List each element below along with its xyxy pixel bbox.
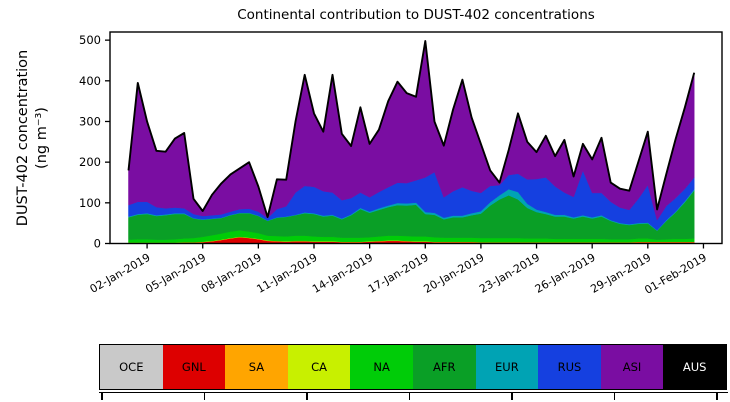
- sub-axis-tick: [203, 393, 206, 400]
- x-tick-label: 01-Feb-2019: [642, 251, 709, 297]
- x-tick-label: 08-Jan-2019: [199, 251, 264, 296]
- legend-label: RUS: [557, 360, 582, 374]
- legend-item-RUS: RUS: [538, 345, 601, 389]
- sub-axis-tick: [613, 393, 616, 400]
- sub-axis-tick: [101, 393, 103, 400]
- legend-item-OCE: OCE: [100, 345, 163, 389]
- total-line: [127, 40, 696, 219]
- sub-axis-tick: [408, 393, 411, 400]
- legend-label: SA: [248, 360, 265, 374]
- legend-item-EUR: EUR: [475, 345, 539, 389]
- legend-item-AFR: AFR: [412, 345, 476, 389]
- x-tick-label: 02-Jan-2019: [88, 251, 153, 296]
- legend-label: NA: [373, 360, 390, 374]
- continent-legend: OCE GNL SA CA NA AFR EUR RUS ASI AUS: [99, 344, 727, 390]
- x-tick-label: 23-Jan-2019: [477, 251, 542, 296]
- legend-label: CA: [311, 360, 328, 374]
- legend-item-AUS: AUS: [663, 345, 726, 389]
- axes-frame: [109, 31, 723, 245]
- y-tick-label: 200: [79, 155, 101, 169]
- legend-item-ASI: ASI: [600, 345, 664, 389]
- sub-axis-tick: [306, 393, 308, 400]
- x-tick-label: 11-Jan-2019: [255, 251, 320, 296]
- legend-label: OCE: [119, 360, 144, 374]
- y-tick-label: 400: [79, 74, 101, 88]
- legend-item-CA: CA: [287, 345, 351, 389]
- legend-sub-axis: [99, 392, 728, 402]
- sub-axis-tick: [511, 393, 513, 400]
- x-tick-label: 14-Jan-2019: [310, 251, 375, 296]
- chart-title: Continental contribution to DUST-402 con…: [237, 7, 595, 23]
- stacked-area-plot: 0 100 200 300 400 500 02-Jan-201905-Jan-201908…: [79, 31, 723, 297]
- legend-item-SA: SA: [225, 345, 288, 389]
- legend-label: EUR: [495, 360, 519, 374]
- y-tick-label: 0: [94, 237, 101, 251]
- legend-label: ASI: [622, 360, 642, 374]
- legend-label: AUS: [682, 360, 707, 374]
- x-tick-label: 05-Jan-2019: [143, 251, 208, 296]
- x-tick-label: 20-Jan-2019: [421, 251, 486, 296]
- y-tick-label: 300: [79, 114, 101, 128]
- legend-item-GNL: GNL: [162, 345, 226, 389]
- y-tick-label: 100: [79, 196, 101, 210]
- legend-item-NA: NA: [350, 345, 413, 389]
- legend-label: GNL: [181, 360, 206, 374]
- x-tick-label: 17-Jan-2019: [366, 251, 431, 296]
- sub-axis-tick: [716, 393, 718, 400]
- x-tick-label: 26-Jan-2019: [533, 251, 598, 296]
- y-tick-label: 500: [79, 33, 101, 47]
- legend-label: AFR: [433, 360, 456, 374]
